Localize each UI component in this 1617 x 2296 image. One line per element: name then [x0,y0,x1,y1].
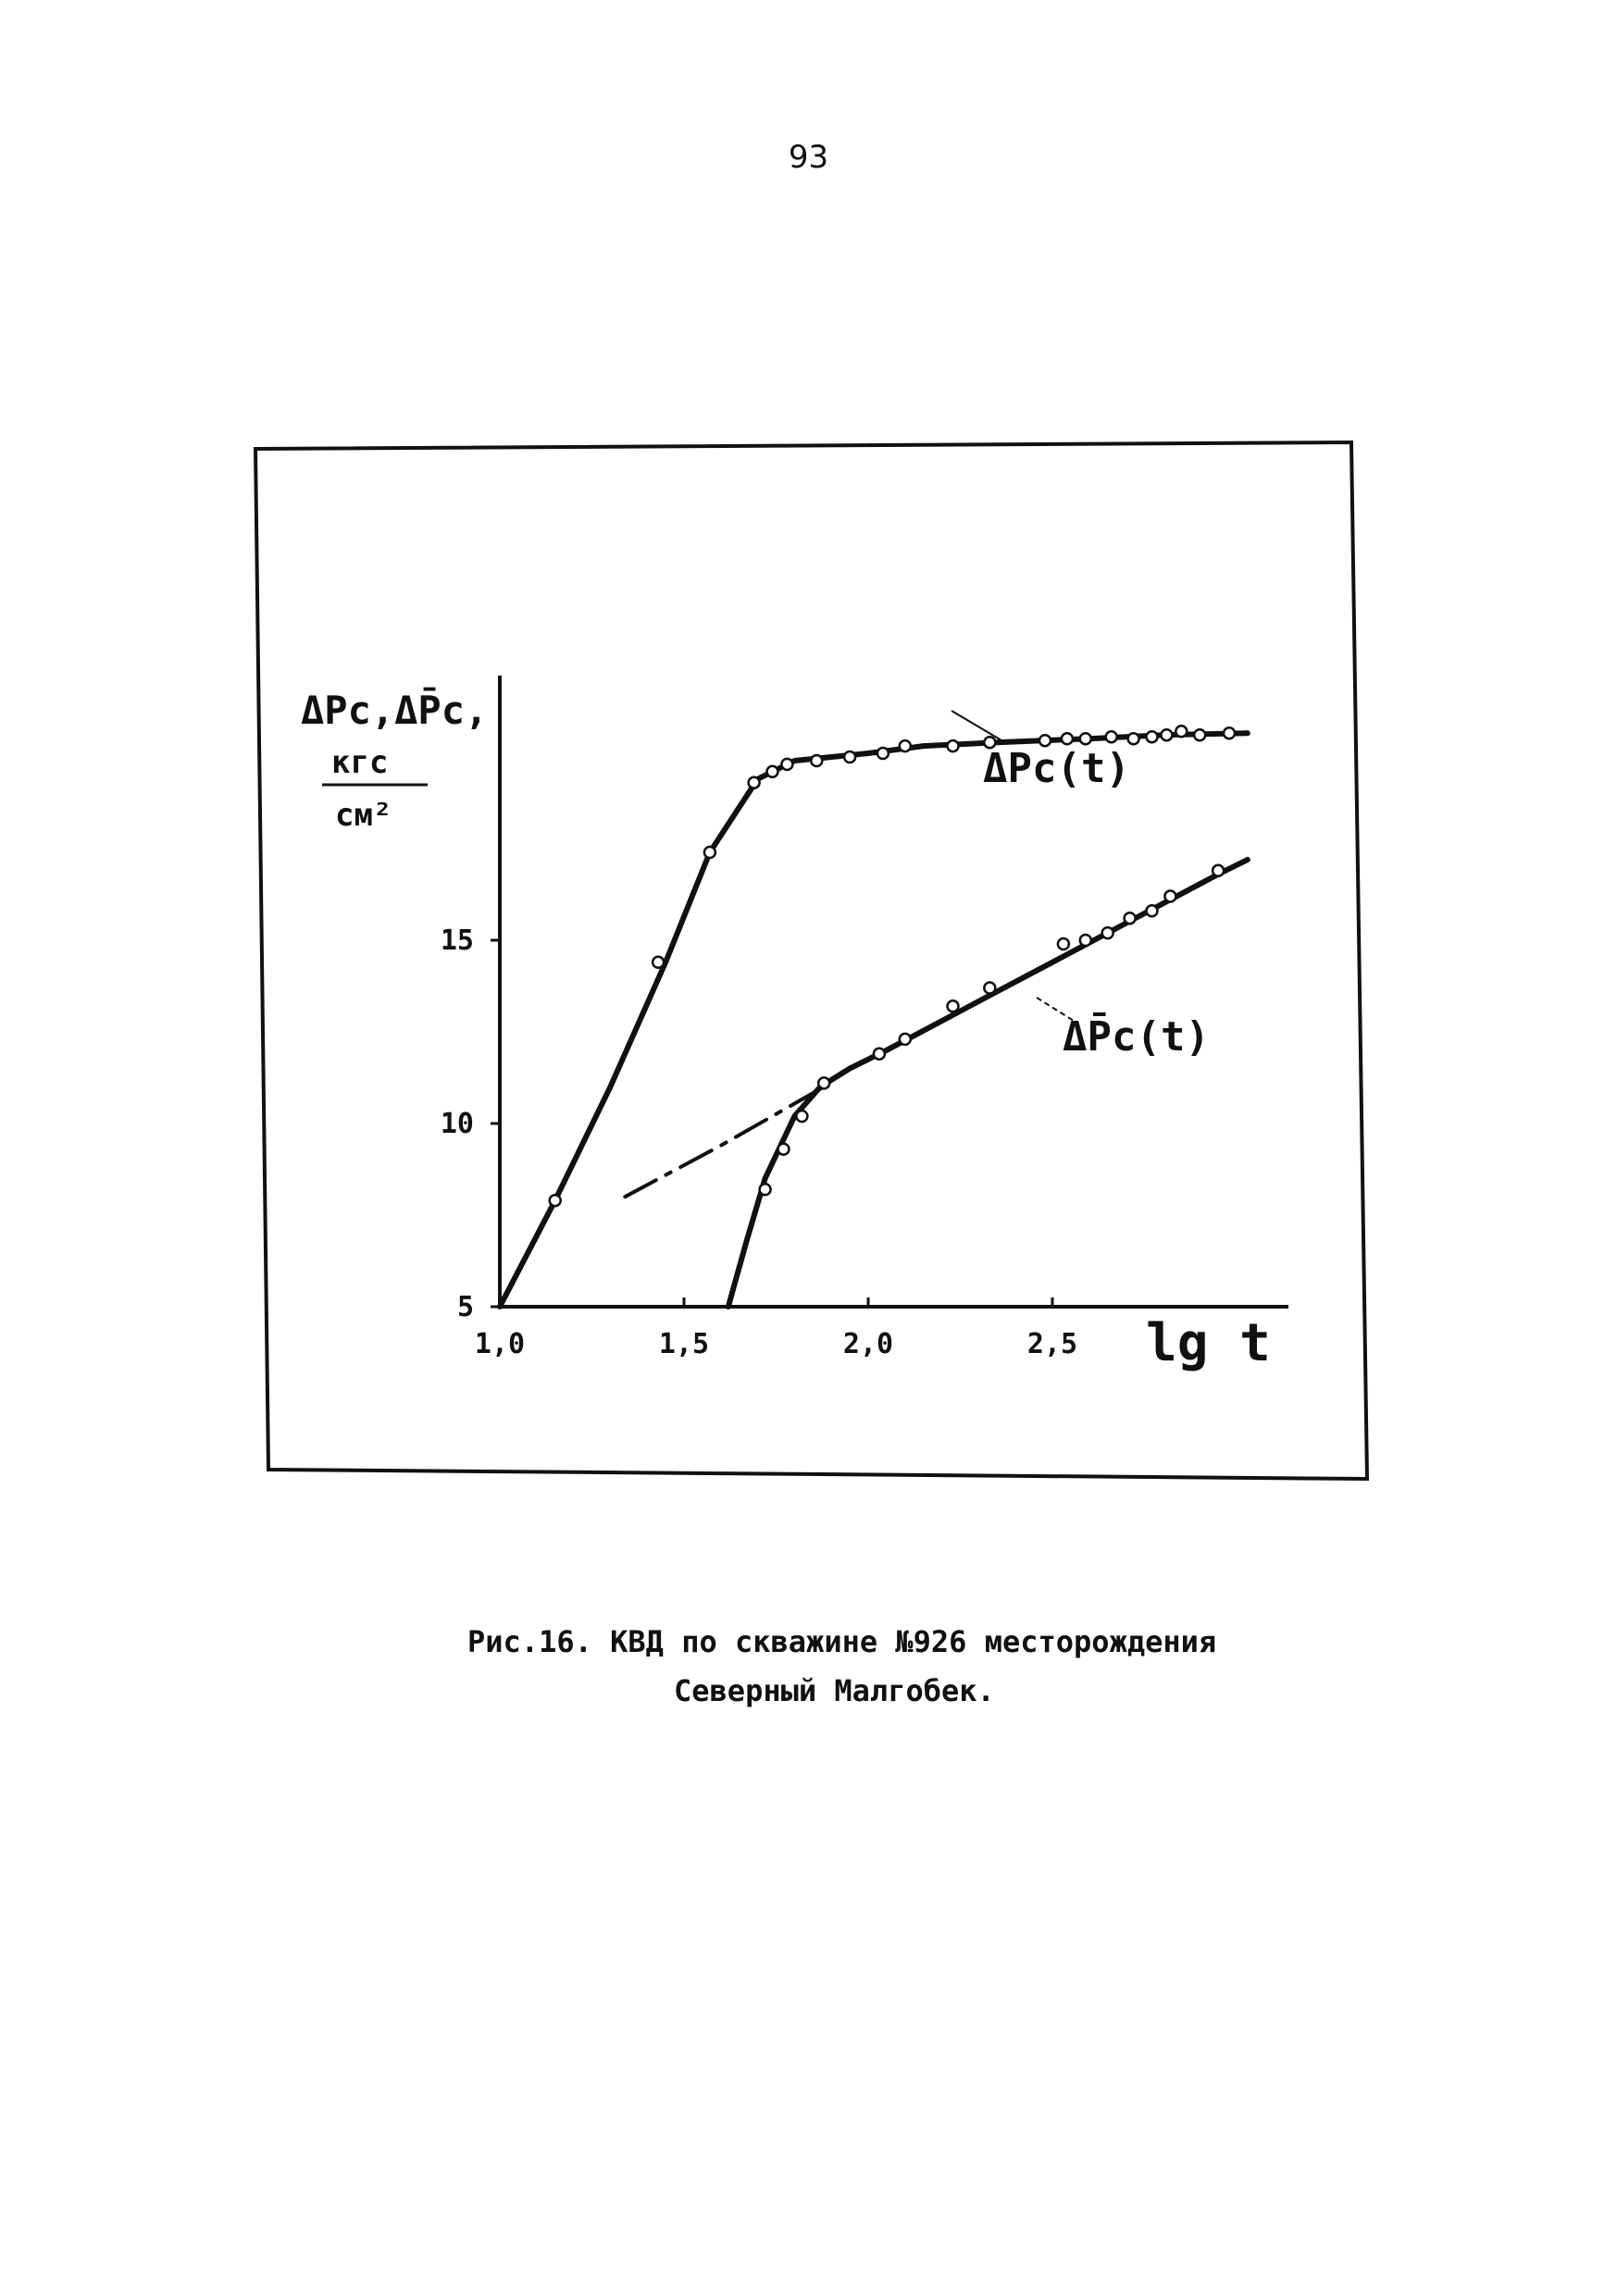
series-2-point-0 [758,1183,772,1197]
figure-caption-line-1: Рис.16. КВД по скважине №926 месторожден… [467,1624,1217,1659]
series-1-point-10 [946,738,960,753]
series-2-point-6 [946,999,960,1013]
series-1-point-14 [1078,731,1093,746]
series-1-point-19 [1175,725,1188,738]
series-1-point-7 [842,750,857,764]
x-tick-label-0: 1,0 [475,1328,525,1360]
series-layer [497,725,1250,1309]
series-2-point-2 [795,1109,809,1123]
x-tick-label-3: 2,5 [1027,1328,1077,1360]
y-tick-label-0: 5 [457,1291,474,1323]
series-2-point-11 [1123,911,1137,925]
series-1-point-6 [810,753,824,768]
series-1-label: ΔPс(t) [983,745,1130,792]
series-2-point-14 [1211,863,1225,878]
series-1-point-0 [548,1193,562,1208]
x-tick-group: 1,0 1,5 2,0 2,5 [475,1297,1077,1360]
series-3-line [623,1085,827,1199]
series-1-leader [951,710,1002,741]
series-1-point-3 [747,776,761,789]
y-tick-label-1: 10 [441,1108,474,1140]
y-axis-units-denominator: см² [335,797,392,834]
series-1-point-11 [983,735,997,750]
series-2-leader [1036,997,1075,1022]
series-1-point-13 [1060,731,1075,746]
series-1-point-5 [780,757,794,772]
series-1-point-16 [1126,731,1140,746]
series-1-point-4 [765,764,779,779]
series-2-point-7 [983,981,997,995]
page-number: 93 [788,139,829,176]
series-2-point-12 [1145,904,1159,918]
series-1-point-15 [1104,729,1118,744]
series-2-point-3 [816,1076,831,1090]
series-2-point-4 [872,1047,887,1061]
y-axis-label-line1: ΔPс,ΔP̄с, [301,686,488,733]
x-tick-label-1: 1,5 [659,1328,709,1360]
figure-frame [253,440,1370,1482]
series-1-point-8 [876,746,890,761]
series-1-point-18 [1160,727,1174,742]
series-1-point-2 [703,845,717,860]
series-2-point-8 [1056,937,1071,951]
y-tick-group: 5 10 15 [441,925,500,1323]
series-1-point-17 [1145,729,1159,744]
figure-caption-line-2: Северный Малгобек. [674,1673,995,1708]
series-2-point-13 [1163,889,1177,903]
x-tick-label-2: 2,0 [843,1328,893,1360]
series-1-point-20 [1192,727,1207,742]
y-axis-units-numerator: кгс [331,744,388,781]
series-2-point-10 [1101,925,1114,940]
series-2-point-1 [777,1142,790,1156]
y-tick-label-2: 15 [441,925,474,957]
series-2-point-5 [898,1032,913,1047]
series-1-point-12 [1038,733,1052,748]
series-1-point-21 [1222,726,1237,740]
series-2-line [725,856,1250,1309]
series-2-point-9 [1078,933,1093,948]
series-2-label: ΔP̄с(t) [1063,1011,1210,1061]
x-axis-label: lg t [1146,1313,1271,1373]
series-1-point-1 [651,955,665,970]
series-1-point-9 [898,738,913,753]
